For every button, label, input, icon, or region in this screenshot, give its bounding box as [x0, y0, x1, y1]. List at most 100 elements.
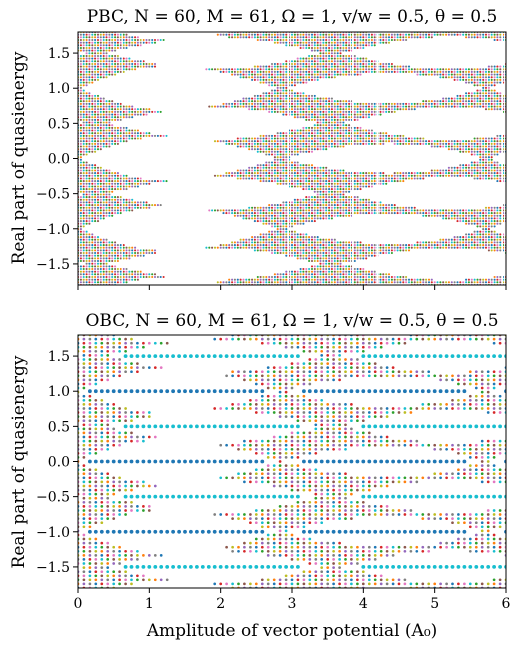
top-data-point — [282, 89, 285, 92]
top-data-point — [322, 273, 325, 276]
top-data-point — [345, 172, 348, 175]
top-data-point — [356, 180, 359, 183]
top-data-point — [299, 60, 302, 63]
top-data-point — [316, 46, 319, 50]
top-data-point — [367, 206, 371, 209]
top-data-point — [96, 262, 100, 265]
top-data-point — [108, 142, 111, 145]
top-data-point — [79, 137, 82, 140]
top-data-point — [228, 102, 231, 105]
top-data-point — [342, 249, 345, 252]
top-data-point — [96, 273, 100, 276]
top-data-point — [85, 145, 88, 148]
top-data-point — [339, 38, 342, 42]
top-data-point — [353, 134, 356, 137]
top-data-point — [94, 102, 97, 105]
top-data-point — [276, 108, 279, 111]
top-data-point — [333, 142, 336, 145]
top-data-point — [248, 73, 251, 76]
top-data-point — [276, 132, 279, 135]
top-data-point — [108, 270, 111, 273]
top-data-point — [282, 204, 285, 207]
top-data-point — [245, 214, 248, 217]
top-data-point — [79, 100, 82, 103]
top-data-point — [308, 41, 311, 44]
top-data-point — [293, 108, 296, 111]
top-data-point — [356, 244, 359, 247]
top-data-point — [116, 60, 119, 63]
top-data-point — [410, 142, 413, 145]
top-data-point — [276, 204, 279, 207]
top-data-point — [253, 278, 256, 281]
top-data-point — [268, 214, 271, 217]
top-data-point — [99, 36, 102, 39]
top-data-point — [242, 214, 245, 217]
top-data-point — [333, 251, 336, 255]
top-data-point — [319, 108, 322, 111]
top-data-point — [336, 182, 339, 185]
top-data-point — [248, 177, 251, 180]
top-data-point — [116, 182, 119, 185]
top-data-point — [108, 174, 111, 177]
top-data-point — [305, 204, 308, 207]
top-data-point — [310, 180, 314, 183]
top-data-point — [131, 185, 134, 188]
top-data-point — [142, 201, 145, 204]
top-data-point — [276, 145, 279, 148]
top-data-point — [353, 275, 356, 279]
top-data-point — [108, 196, 111, 199]
top-data-point — [356, 57, 359, 60]
top-data-point — [91, 172, 94, 175]
top-data-point — [342, 105, 345, 108]
top-data-point — [316, 41, 319, 44]
top-data-point — [336, 270, 339, 273]
top-data-point — [285, 145, 288, 148]
top-data-point — [285, 81, 288, 84]
top-data-point — [239, 145, 242, 148]
top-data-point — [119, 246, 122, 249]
top-data-point — [136, 36, 139, 39]
top-data-point — [336, 201, 339, 204]
top-data-point — [82, 169, 85, 172]
top-data-point — [134, 108, 137, 111]
top-data-point — [313, 105, 316, 108]
top-data-point — [319, 41, 322, 44]
top-data-point — [413, 102, 416, 105]
top-data-point — [99, 281, 102, 284]
top-data-point — [262, 222, 265, 225]
top-data-point — [330, 105, 333, 108]
top-data-point — [108, 188, 111, 191]
top-data-point — [370, 209, 373, 212]
top-data-point — [405, 177, 408, 180]
top-data-point — [102, 57, 105, 60]
top-data-point — [99, 174, 102, 177]
top-data-point — [310, 150, 314, 153]
top-data-point — [299, 182, 302, 185]
top-data-point — [116, 118, 119, 121]
top-data-point — [336, 241, 339, 244]
top-data-point — [248, 172, 251, 175]
top-data-point — [108, 198, 111, 201]
top-data-point — [348, 281, 351, 284]
top-data-point — [370, 33, 373, 36]
top-data-point — [382, 62, 385, 66]
top-data-point — [365, 108, 368, 111]
top-data-point — [356, 129, 359, 132]
top-data-point — [302, 62, 305, 66]
top-data-point — [270, 36, 274, 39]
top-data-point — [316, 169, 319, 172]
top-data-point — [285, 137, 288, 140]
top-data-point — [256, 100, 259, 103]
top-data-point — [333, 118, 336, 121]
top-data-point — [393, 244, 396, 247]
top-data-point — [262, 81, 265, 84]
top-data-point — [296, 41, 299, 44]
top-data-point — [385, 249, 388, 252]
top-data-point — [367, 172, 371, 175]
top-data-point — [256, 172, 259, 175]
top-data-point — [105, 172, 108, 175]
top-data-point — [108, 257, 111, 260]
top-data-point — [316, 212, 319, 215]
top-data-point — [79, 190, 82, 193]
top-data-point — [225, 70, 228, 73]
